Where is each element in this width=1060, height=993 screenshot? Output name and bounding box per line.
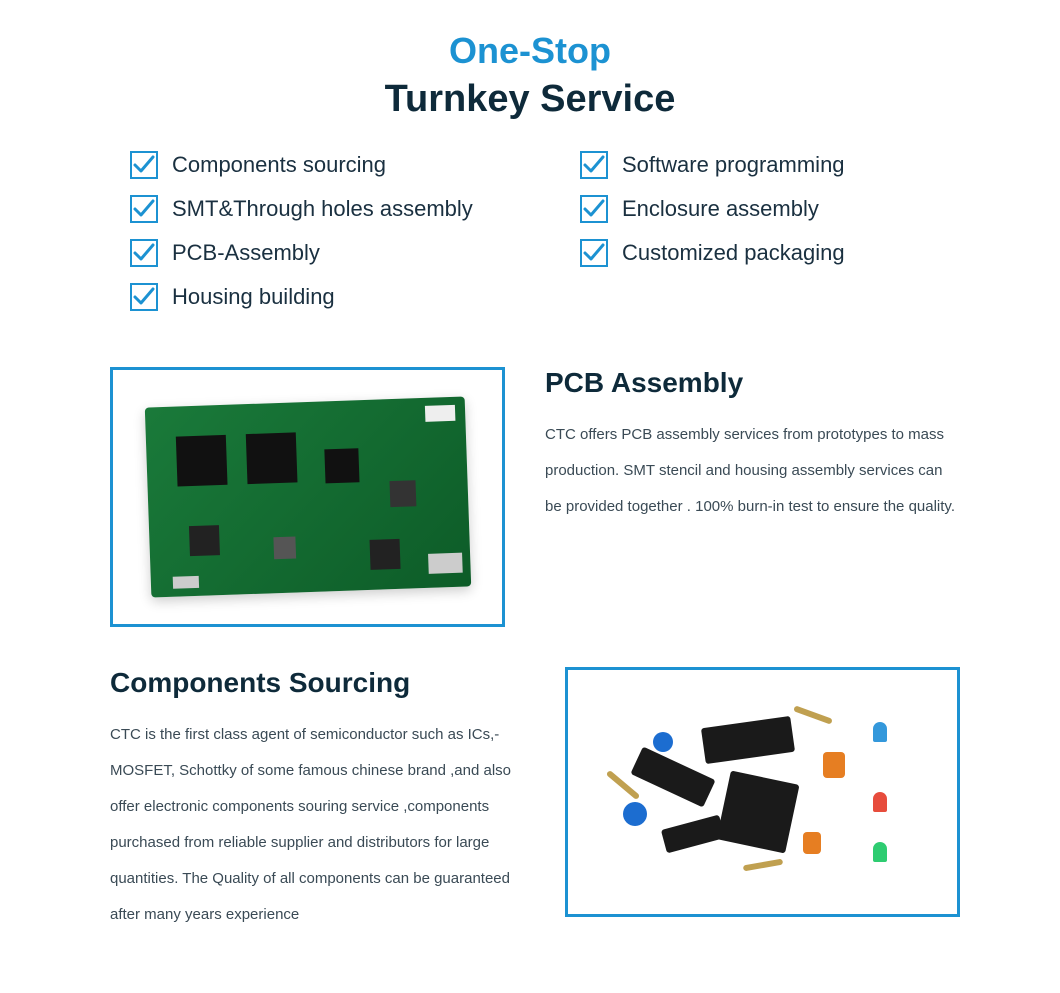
- features-grid: Components sourcing SMT&Through holes ass…: [40, 151, 1020, 357]
- title-main: Turnkey Service: [40, 78, 1020, 121]
- checkmark-icon: [130, 151, 158, 179]
- feature-item: Enclosure assembly: [580, 195, 930, 223]
- feature-label: Housing building: [172, 284, 335, 310]
- features-right-column: Software programming Enclosure assembly Cu…: [580, 151, 930, 327]
- components-sourcing-section: Components Sourcing CTC is the first cla…: [40, 657, 1020, 963]
- features-left-column: Components sourcing SMT&Through holes ass…: [130, 151, 480, 327]
- pcb-section-title: PCB Assembly: [545, 367, 960, 399]
- feature-label: Software programming: [622, 152, 845, 178]
- title-accent: One-Stop: [40, 30, 1020, 72]
- feature-item: PCB-Assembly: [130, 239, 480, 267]
- feature-item: SMT&Through holes assembly: [130, 195, 480, 223]
- feature-item: Components sourcing: [130, 151, 480, 179]
- feature-item: Customized packaging: [580, 239, 930, 267]
- components-section-body: CTC is the first class agent of semicond…: [110, 717, 525, 933]
- feature-label: PCB-Assembly: [172, 240, 320, 266]
- feature-item: Software programming: [580, 151, 930, 179]
- pcb-text-block: PCB Assembly CTC offers PCB assembly ser…: [545, 367, 960, 525]
- feature-label: Components sourcing: [172, 152, 386, 178]
- checkmark-icon: [580, 151, 608, 179]
- pcb-section-body: CTC offers PCB assembly services from pr…: [545, 417, 960, 525]
- page-header: One-Stop Turnkey Service: [40, 30, 1020, 121]
- feature-label: Enclosure assembly: [622, 196, 819, 222]
- feature-label: SMT&Through holes assembly: [172, 196, 473, 222]
- pcb-image-frame: [110, 367, 505, 627]
- checkmark-icon: [130, 239, 158, 267]
- feature-label: Customized packaging: [622, 240, 845, 266]
- components-text-block: Components Sourcing CTC is the first cla…: [110, 667, 525, 933]
- checkmark-icon: [580, 239, 608, 267]
- checkmark-icon: [130, 195, 158, 223]
- checkmark-icon: [130, 283, 158, 311]
- feature-item: Housing building: [130, 283, 480, 311]
- pcb-assembly-section: PCB Assembly CTC offers PCB assembly ser…: [40, 357, 1020, 657]
- components-section-title: Components Sourcing: [110, 667, 525, 699]
- components-image-frame: [565, 667, 960, 917]
- checkmark-icon: [580, 195, 608, 223]
- components-pile-illustration: [593, 692, 933, 892]
- pcb-board-illustration: [144, 396, 470, 597]
